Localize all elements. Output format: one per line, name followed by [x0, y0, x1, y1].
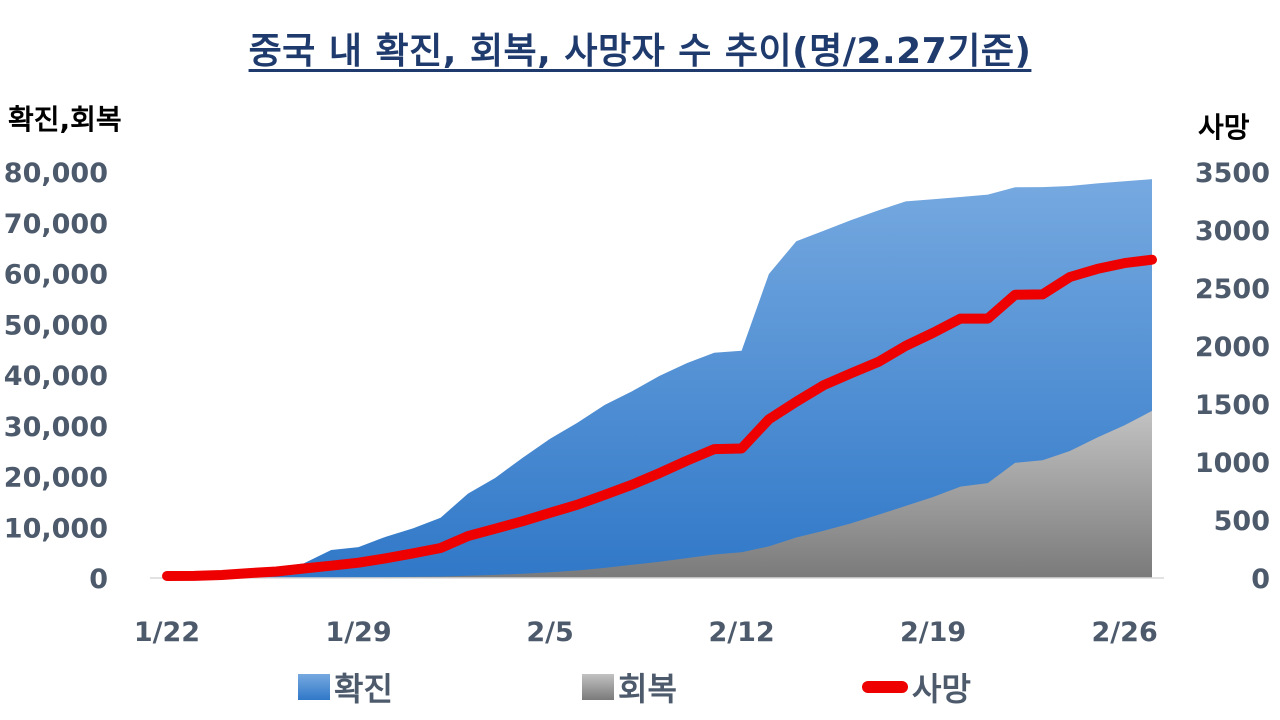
x-axis-tick-label: 1/22 [134, 617, 200, 648]
right-axis-tick-label: 1500 [1195, 390, 1270, 421]
right-axis-tick-label: 2000 [1195, 332, 1270, 363]
right-axis-tick-label: 3000 [1195, 216, 1270, 247]
left-axis-tick-label: 20,000 [4, 463, 108, 494]
chart-title: 중국 내 확진, 회복, 사망자 수 추이(명/2.27기준) [248, 31, 1032, 72]
right-axis-title: 사망 [1198, 111, 1250, 144]
left-axis-tick-label: 40,000 [4, 361, 108, 392]
x-axis-tick-label: 2/26 [1092, 617, 1158, 648]
chart-plot: 0 10,000 20,000 30,000 40,000 50,000 60,000 70,… [4, 158, 1270, 648]
series-area-confirmed [167, 179, 1152, 578]
legend-label-recovered: 회복 [618, 670, 677, 708]
legend-label-deaths: 사망 [912, 670, 971, 708]
right-axis-tick-label: 2500 [1195, 274, 1270, 305]
left-axis-tick-label: 30,000 [4, 412, 108, 443]
legend-item-confirmed: 확진 [298, 664, 393, 710]
legend-label-confirmed: 확진 [334, 670, 393, 708]
left-axis-title: 확진,회복 [8, 103, 122, 136]
x-axis-tick-label: 2/5 [526, 617, 573, 648]
x-axis-tick-label: 1/29 [325, 617, 391, 648]
x-axis-tick-label: 2/19 [900, 617, 966, 648]
right-axis-tick-label: 3500 [1195, 158, 1270, 189]
chart-legend: 확진 회복 사망 [0, 664, 1280, 708]
left-axis-tick-label: 10,000 [4, 513, 108, 544]
legend-swatch-confirmed [298, 674, 330, 700]
right-axis-tick-label: 0 [1251, 564, 1270, 595]
legend-item-deaths: 사망 [862, 664, 971, 710]
series-line-deaths [162, 254, 1157, 581]
left-axis-tick-label: 60,000 [4, 260, 108, 291]
right-axis-tick-label: 500 [1214, 506, 1270, 537]
legend-swatch-recovered [582, 674, 614, 700]
right-axis-tick-label: 1000 [1195, 448, 1270, 479]
left-axis-tick-label: 0 [89, 564, 108, 595]
left-axis-tick-label: 80,000 [4, 158, 108, 189]
legend-swatch-deaths [862, 681, 908, 693]
left-axis-tick-label: 50,000 [4, 310, 108, 341]
left-axis-tick-label: 70,000 [4, 209, 108, 240]
x-axis-tick-label: 2/12 [708, 617, 774, 648]
series-area-recovered [167, 410, 1152, 578]
legend-item-recovered: 회복 [582, 664, 677, 710]
